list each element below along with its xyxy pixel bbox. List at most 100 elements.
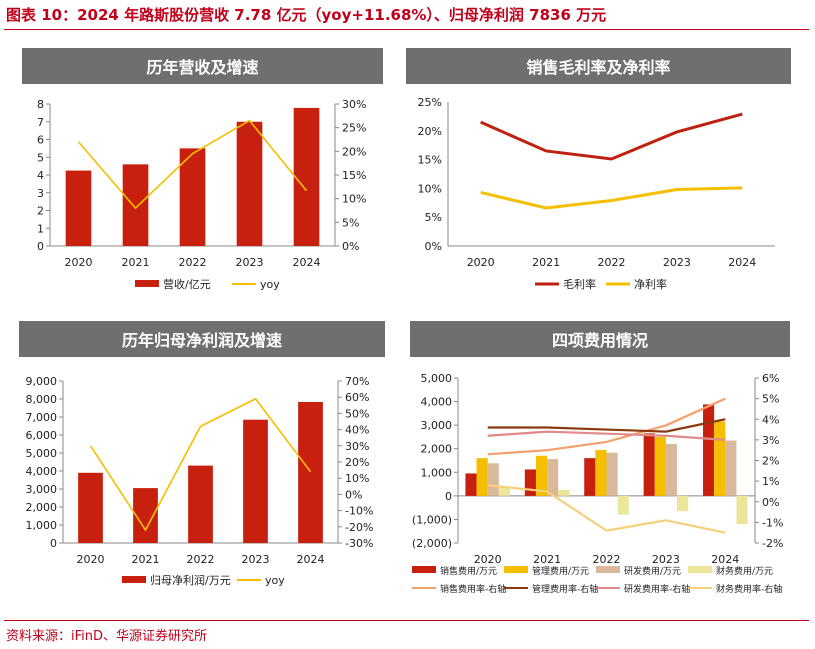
x-axis-tick-label: 2024 <box>711 553 739 566</box>
series-line <box>77 119 308 210</box>
right-axis-tick-label: -30% <box>345 537 373 550</box>
left-axis-tick-label: 1,000 <box>26 519 58 532</box>
bar <box>179 148 206 246</box>
bar <box>78 472 103 543</box>
x-axis-tick-label: 2023 <box>236 256 264 269</box>
series-line <box>487 418 726 433</box>
right-axis-tick-label: 30% <box>342 98 366 111</box>
right-axis-tick-label: 6% <box>762 372 779 385</box>
series-line <box>89 397 312 532</box>
right-axis-tick-label: 10% <box>342 193 366 206</box>
right-axis-tick-label: 3% <box>762 434 779 447</box>
x-axis-tick-label: 2022 <box>179 256 207 269</box>
right-axis-tick-label: 20% <box>345 456 369 469</box>
x-axis-tick-label: 2022 <box>598 256 626 269</box>
right-axis-tick-label: 30% <box>345 440 369 453</box>
left-axis-tick-label: 6,000 <box>26 429 58 442</box>
left-axis-tick-label: 7 <box>37 116 44 129</box>
left-axis-tick-label: 1,000 <box>421 466 453 479</box>
legend-label: 销售费用/万元 <box>440 565 497 577</box>
bar <box>535 455 548 496</box>
bar <box>584 458 596 496</box>
x-axis-tick-label: 2022 <box>593 553 621 566</box>
legend-swatch <box>412 566 436 573</box>
x-axis-tick-label: 2021 <box>532 256 560 269</box>
bar <box>665 444 678 496</box>
chart-revenue-header: 历年营收及增速 <box>22 48 383 84</box>
left-axis-tick-label: 4 <box>37 169 44 182</box>
legend-label: 研发费用/万元 <box>624 565 681 577</box>
bar <box>487 463 499 496</box>
right-axis-tick-label: 40% <box>345 424 369 437</box>
bar <box>298 401 323 543</box>
left-axis-tick-label: 5,000 <box>26 447 58 460</box>
left-axis-tick-label: 0 <box>50 537 57 550</box>
bar <box>476 458 488 496</box>
legend-label: 营收/亿元 <box>163 277 211 291</box>
chart-revenue: 0 1 2 3 4 5 6 7 8 0% 5% 10% 15% 20% 25% 30% 2020 2021 2022… <box>37 98 366 291</box>
legend-label: 管理费用率-右轴 <box>532 583 598 595</box>
legend-label: 销售费用率-右轴 <box>440 583 506 595</box>
x-axis-tick-label: 2020 <box>77 553 105 566</box>
left-axis-tick-label: 4,000 <box>26 465 58 478</box>
right-axis-tick-label: 5% <box>342 216 359 229</box>
right-axis-tick-label: -2% <box>762 537 783 550</box>
right-axis-tick-label: 15% <box>342 169 366 182</box>
left-axis-tick-label: 15% <box>418 154 442 167</box>
right-axis-tick-label: 5% <box>762 393 779 406</box>
left-axis-tick-label: 5,000 <box>421 372 453 385</box>
legend-swatch <box>135 280 159 287</box>
legend-label: 财务费用率-右轴 <box>716 583 782 595</box>
x-axis-tick-label: 2020 <box>467 256 495 269</box>
x-axis-tick-label: 2024 <box>728 256 756 269</box>
right-axis-tick-label: 20% <box>342 145 366 158</box>
right-axis-tick-label: 70% <box>345 375 369 388</box>
x-axis-tick-label: 2021 <box>132 553 160 566</box>
legend-label: 归母净利润/万元 <box>150 573 231 587</box>
x-axis-tick-label: 2020 <box>65 256 93 269</box>
right-axis-tick-label: 0% <box>762 496 779 509</box>
x-axis-tick-label: 2020 <box>474 553 502 566</box>
bar <box>188 465 213 543</box>
right-axis-tick-label: 2% <box>762 455 779 468</box>
right-axis-tick-label: 1% <box>762 475 779 488</box>
right-axis-tick-label: 0% <box>342 240 359 253</box>
x-axis-tick-label: 2023 <box>652 553 680 566</box>
left-axis-tick-label: 3,000 <box>26 483 58 496</box>
bar <box>524 469 536 496</box>
legend-swatch <box>504 566 528 573</box>
bar <box>236 121 263 246</box>
left-axis-tick-label: 8 <box>37 98 44 111</box>
series-line <box>480 112 743 161</box>
left-axis-tick-label: (1,000) <box>412 513 452 526</box>
source-divider <box>4 620 809 621</box>
bar <box>293 107 320 246</box>
legend-label: 研发费用率-右轴 <box>624 583 690 595</box>
bar <box>558 489 570 496</box>
chart-netprofit: 0 1,000 2,000 3,000 4,000 5,000 6,000 7,000 8,00… <box>26 375 374 587</box>
left-axis-tick-label: 5% <box>425 211 442 224</box>
left-axis-tick-label: 2,000 <box>421 443 453 456</box>
bar <box>606 452 618 496</box>
left-axis-tick-label: 10% <box>418 182 442 195</box>
bar <box>122 164 149 246</box>
right-axis-tick-label: 60% <box>345 391 369 404</box>
bar <box>547 459 559 496</box>
left-axis-tick-label: 2 <box>37 205 44 218</box>
source-note: 资料来源：iFinD、华源证券研究所 <box>6 629 208 644</box>
left-axis-tick-label: 3,000 <box>421 419 453 432</box>
legend-label: 毛利率 <box>563 277 596 291</box>
chart-margin: 0% 5% 10% 15% 20% 25% 2020 2021 2022 2023 2024 毛利率 净… <box>418 96 775 291</box>
series-line <box>487 430 726 441</box>
chart-margin-header: 销售毛利率及净利率 <box>406 48 791 84</box>
legend-swatch <box>688 566 712 573</box>
bar <box>243 419 268 543</box>
bar <box>654 436 666 496</box>
left-axis-tick-label: 8,000 <box>26 393 58 406</box>
right-axis-tick-label: -20% <box>345 521 373 534</box>
left-axis-tick-label: 20% <box>418 125 442 138</box>
left-axis-tick-label: 7,000 <box>26 411 58 424</box>
left-axis-tick-label: 1 <box>37 222 44 235</box>
legend-label: yoy <box>265 574 285 587</box>
series-line <box>487 397 726 456</box>
